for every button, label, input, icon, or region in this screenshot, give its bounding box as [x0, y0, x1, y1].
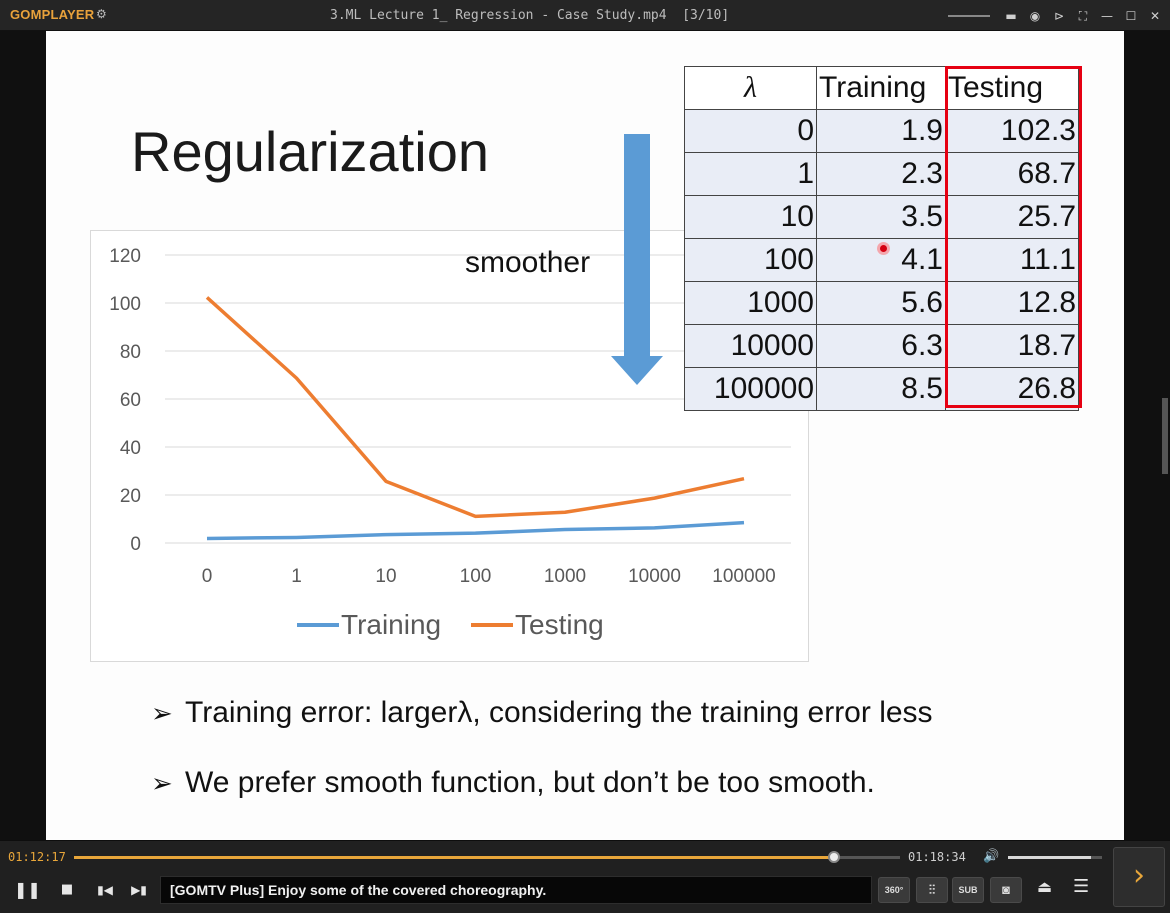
legend-label: Training	[341, 609, 441, 640]
x-tick-label: 1	[291, 566, 302, 587]
smoother-label: smoother	[465, 246, 591, 279]
y-tick-label: 20	[120, 486, 141, 507]
table-row: 0 1.9 102.3	[684, 109, 1079, 153]
fullscreen-icon[interactable]: ⛶	[1078, 8, 1088, 23]
lambda-table: λ Training Testing 0 1.9 102.3 1 2.3 68.7 10 3.…	[684, 66, 1079, 411]
total-time: 01:18:34	[908, 850, 966, 864]
training-cell: 6.3	[816, 324, 946, 368]
x-tick-label: 100	[460, 566, 492, 587]
legend-label: Testing	[515, 609, 604, 640]
window-controls: ▬ ◉ ⊳ ⛶ — ☐ ✕	[948, 6, 1162, 26]
seek-handle[interactable]	[827, 851, 840, 863]
training-cell: 1.9	[816, 109, 946, 153]
menu-icon[interactable]: ☰	[1073, 876, 1090, 897]
playlist-toggle-icon[interactable]: ›	[1113, 847, 1165, 907]
opacity-slider[interactable]	[948, 15, 990, 17]
table-row: 1 2.3 68.7	[684, 152, 1079, 196]
bullet-smooth-function: ➢ We prefer smooth function, but don’t be…	[151, 766, 875, 799]
eject-icon[interactable]: ⏏	[1037, 877, 1053, 896]
x-tick-label: 1000	[544, 566, 586, 587]
lambda-cell: 1	[684, 152, 817, 196]
header-lambda: λ	[684, 66, 817, 110]
x-tick-label: 10000	[628, 566, 681, 587]
slide-title: Regularization	[131, 120, 489, 183]
testing-cell: 102.3	[945, 109, 1079, 153]
testing-cell: 26.8	[945, 367, 1079, 411]
lambda-cell: 100	[684, 238, 817, 282]
x-tick-label: 10	[375, 566, 396, 587]
subtitle-button[interactable]: SUB	[952, 877, 984, 903]
y-tick-label: 120	[109, 246, 141, 267]
series-line-testing	[205, 296, 745, 519]
equalizer-icon[interactable]: ⫶⫶	[916, 877, 948, 903]
gomplayer-logo[interactable]: GOMPLAYER	[10, 7, 95, 22]
video-letterbox-left	[0, 31, 46, 840]
pause-button[interactable]: ❚❚	[14, 880, 41, 899]
seek-bar-progress	[74, 856, 834, 859]
y-tick-label: 0	[130, 534, 141, 555]
broadcast-icon[interactable]: ◉	[1029, 9, 1041, 23]
training-cell: 2.3	[816, 152, 946, 196]
screenshot-camera-icon[interactable]: ◙	[990, 877, 1022, 903]
lambda-cell: 1000	[684, 281, 817, 325]
title-bar: GOMPLAYER ⚙ 3.ML Lecture 1_ Regression -…	[0, 0, 1170, 31]
down-arrow-icon	[611, 134, 663, 385]
stop-button[interactable]: ■	[60, 882, 74, 897]
bullet-marker: ➢	[151, 768, 173, 798]
close-icon[interactable]: ✕	[1149, 9, 1161, 23]
y-tick-label: 80	[120, 342, 141, 363]
testing-cell: 18.7	[945, 324, 1079, 368]
lambda-cell: 10000	[684, 324, 817, 368]
table-row: 100000 8.5 26.8	[684, 367, 1079, 411]
lambda-cell: 100000	[684, 367, 817, 411]
testing-cell: 68.7	[945, 152, 1079, 196]
settings-gear-icon[interactable]: ⚙	[96, 7, 107, 21]
video-slide[interactable]: Regularization 0 20 40 60 80 100 120 0 1 10 100 100…	[46, 31, 1124, 840]
y-tick-label: 60	[120, 390, 141, 411]
volume-icon[interactable]: 🔊	[983, 849, 1000, 864]
y-tick-label: 40	[120, 438, 141, 459]
testing-highlight-box	[945, 66, 1082, 408]
volume-level	[1008, 856, 1091, 859]
next-button[interactable]: ▶▮	[131, 883, 147, 897]
minimize-icon[interactable]: —	[1101, 9, 1113, 23]
news-ticker[interactable]: [GOMTV Plus] Enjoy some of the covered c…	[160, 876, 872, 904]
training-cell: 5.6	[816, 281, 946, 325]
testing-cell: 11.1	[945, 238, 1079, 282]
table-row: 10000 6.3 18.7	[684, 324, 1079, 368]
current-time: 01:12:17	[8, 850, 66, 864]
series-line-training	[206, 520, 745, 541]
laser-pointer	[877, 242, 890, 255]
header-testing: Testing	[945, 66, 1079, 110]
testing-cell: 25.7	[945, 195, 1079, 239]
bullet-training-error: ➢ Training error: largerλ, considering th…	[151, 696, 933, 729]
table-row: 10 3.5 25.7	[684, 195, 1079, 239]
window-title: 3.ML Lecture 1_ Regression - Case Study.…	[330, 8, 730, 23]
lambda-cell: 0	[684, 109, 817, 153]
header-training: Training	[816, 66, 946, 110]
maximize-icon[interactable]: ☐	[1125, 9, 1137, 23]
previous-button[interactable]: ▮◀	[97, 883, 113, 897]
side-scroll-handle[interactable]	[1162, 398, 1168, 474]
x-tick-label: 100000	[712, 566, 775, 587]
bullet-marker: ➢	[151, 698, 173, 728]
x-tick-label: 0	[202, 566, 213, 587]
lambda-cell: 10	[684, 195, 817, 239]
play-mode-icon[interactable]: ⊳	[1053, 9, 1065, 23]
training-cell: 3.5	[816, 195, 946, 239]
y-tick-label: 100	[109, 294, 141, 315]
control-bar: 01:12:17 01:18:34 🔊 ❚❚ ■ ▮◀ ▶▮ [GOMTV Pl…	[0, 840, 1170, 913]
ticker-text: [GOMTV Plus] Enjoy some of the covered c…	[170, 882, 547, 898]
vr-360-button[interactable]: 360°	[878, 877, 910, 903]
training-cell: 8.5	[816, 367, 946, 411]
mini-mode-icon[interactable]: ▬	[1005, 9, 1017, 23]
